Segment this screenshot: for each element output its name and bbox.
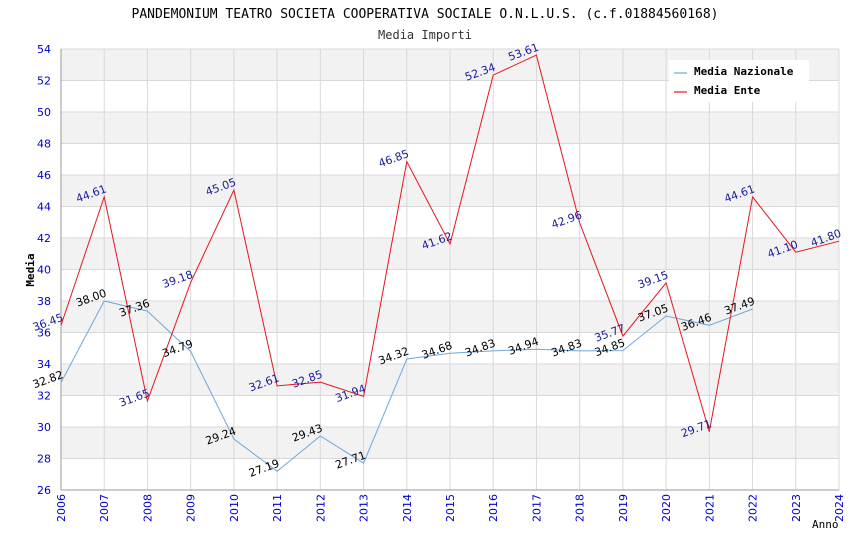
y-tick-label: 44: [37, 201, 51, 214]
y-tick-label: 42: [37, 232, 51, 245]
x-tick-label: 2021: [703, 494, 716, 522]
series-lines: [60, 54, 840, 472]
x-tick-label: 2009: [185, 494, 198, 522]
y-tick-label: 34: [37, 358, 51, 371]
y-tick-label: 26: [37, 484, 51, 497]
x-tick-label: 2006: [55, 494, 68, 522]
x-tick-label: 2008: [141, 494, 154, 522]
y-axis-label: Media: [24, 253, 37, 286]
x-tick-label: 2012: [314, 494, 327, 522]
x-tick-label: 2018: [574, 494, 587, 522]
x-tick-label: 2024: [833, 494, 846, 522]
x-tick-label: 2013: [358, 494, 371, 522]
y-tick-label: 40: [37, 264, 51, 277]
y-tick-label: 50: [37, 106, 51, 119]
x-tick-label: 2011: [271, 494, 284, 522]
y-tick-label: 38: [37, 295, 51, 308]
y-tick-label: 48: [37, 138, 51, 151]
x-tick-label: 2015: [444, 494, 457, 522]
y-tick-label: 46: [37, 169, 51, 182]
x-tick-label: 2014: [401, 494, 414, 522]
y-tick-label: 36: [37, 327, 51, 340]
chart-title: PANDEMONIUM TEATRO SOCIETA COOPERATIVA S…: [132, 7, 719, 22]
legend-label-media-ente: Media Ente: [694, 84, 761, 97]
y-tick-label: 32: [37, 390, 51, 403]
series-line-media-nazionale: [60, 300, 753, 472]
x-tick-label: 2007: [98, 494, 111, 522]
y-tick-label: 30: [37, 421, 51, 434]
y-tick-label: 54: [37, 43, 51, 56]
x-tick-label: 2010: [228, 494, 241, 522]
legend-box: [669, 60, 809, 102]
x-axis-ticks: 2006 2007 2008 2009 2010 2011 2012 2013 2014 2015…: [55, 494, 846, 522]
x-tick-label: 2016: [487, 494, 500, 522]
y-tick-label: 28: [37, 453, 51, 466]
x-axis-label: Anno: [812, 518, 839, 531]
y-axis-ticks: 26 28 30 32 34 36 38 40 42 44 46 48 50 52 54: [37, 43, 51, 497]
legend-label-media-nazionale: Media Nazionale: [694, 65, 794, 78]
x-tick-label: 2023: [790, 494, 803, 522]
legend: Media Nazionale Media Ente: [669, 60, 809, 102]
y-tick-label: 52: [37, 75, 51, 88]
x-tick-label: 2017: [530, 494, 543, 522]
x-tick-label: 2022: [747, 494, 760, 522]
x-tick-label: 2019: [617, 494, 630, 522]
chart-subtitle: Media Importi: [378, 28, 472, 42]
x-tick-label: 2020: [660, 494, 673, 522]
series-line-media-ente: [60, 54, 840, 432]
